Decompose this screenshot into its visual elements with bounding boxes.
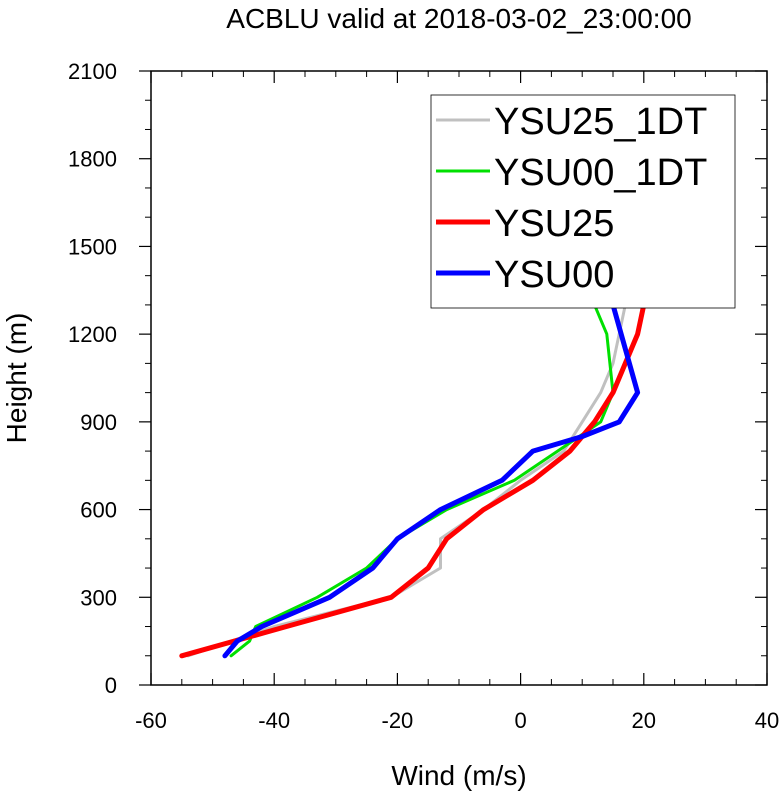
y-tick-label: 600 xyxy=(80,498,117,523)
legend-label: YSU25_1DT xyxy=(494,101,707,143)
y-axis-title: Height (m) xyxy=(1,313,32,444)
x-axis-title: Wind (m/s) xyxy=(391,760,526,791)
x-tick-label: 40 xyxy=(755,708,779,733)
legend-label: YSU00 xyxy=(494,254,614,296)
chart-title: ACBLU valid at 2018-03-02_23:00:00 xyxy=(226,3,691,34)
y-tick-label: 900 xyxy=(80,410,117,435)
y-tick-label: 1500 xyxy=(68,234,117,259)
x-tick-label: 20 xyxy=(632,708,656,733)
y-tick-label: 1800 xyxy=(68,147,117,172)
legend: YSU25_1DT YSU00_1DT YSU25 YSU00 xyxy=(430,94,736,309)
legend-label: YSU00_1DT xyxy=(494,152,707,194)
legend-label: YSU25 xyxy=(494,203,614,245)
x-tick-label: -40 xyxy=(258,708,290,733)
axis-ticks xyxy=(139,70,768,686)
x-tick-label: 0 xyxy=(514,708,526,733)
y-tick-label: 300 xyxy=(80,585,117,610)
x-tick-label: -20 xyxy=(382,708,414,733)
y-tick-label: 2100 xyxy=(68,59,117,84)
y-tick-label: 0 xyxy=(105,673,117,698)
axis-tick-labels: -60 -40 -20 0 20 40 0 300 600 900 1200 1500 1800 2100 xyxy=(68,59,779,733)
y-tick-label: 1200 xyxy=(68,322,117,347)
x-tick-label: -60 xyxy=(135,708,167,733)
